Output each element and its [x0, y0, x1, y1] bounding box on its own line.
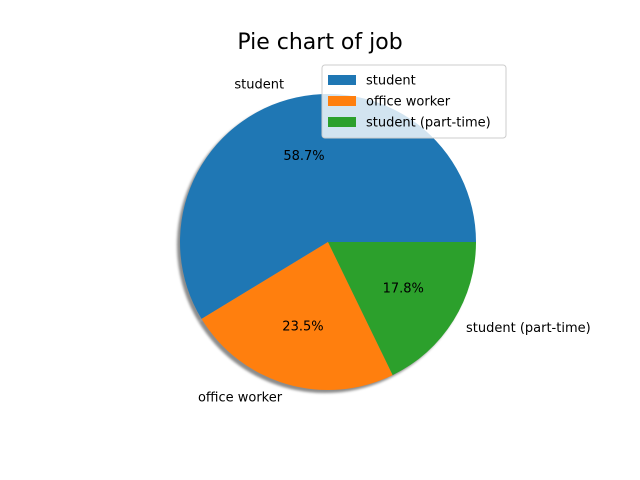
- pie-slice-office-worker: [201, 242, 393, 390]
- slice-labels: student 58.7% office worker 23.5% student (p…: [198, 78, 591, 406]
- legend-label-office-worker: office worker: [366, 95, 451, 110]
- pct-label-student: 58.7%: [283, 149, 324, 164]
- pct-label-office-worker: 23.5%: [282, 320, 323, 335]
- legend: student office worker student (part-time): [321, 64, 507, 139]
- slice-label-student: student: [234, 78, 284, 93]
- pct-label-student-part-time: 17.8%: [383, 282, 424, 297]
- legend-label-student: student: [366, 74, 416, 89]
- legend-swatch-office-worker: [328, 96, 356, 106]
- pie-slice-student-part-time: [328, 242, 476, 376]
- pie-slices: [180, 93, 477, 390]
- chart-title: Pie chart of job: [237, 30, 402, 55]
- slice-label-student-part-time: student (part-time): [466, 321, 591, 336]
- pie-slice-student: [180, 93, 477, 319]
- legend-box: [321, 64, 507, 139]
- legend-swatch-student: [328, 75, 356, 85]
- legend-label-student-part-time: student (part-time): [366, 116, 491, 131]
- legend-swatch-student-part-time: [328, 117, 356, 127]
- slice-label-office-worker: office worker: [198, 391, 283, 406]
